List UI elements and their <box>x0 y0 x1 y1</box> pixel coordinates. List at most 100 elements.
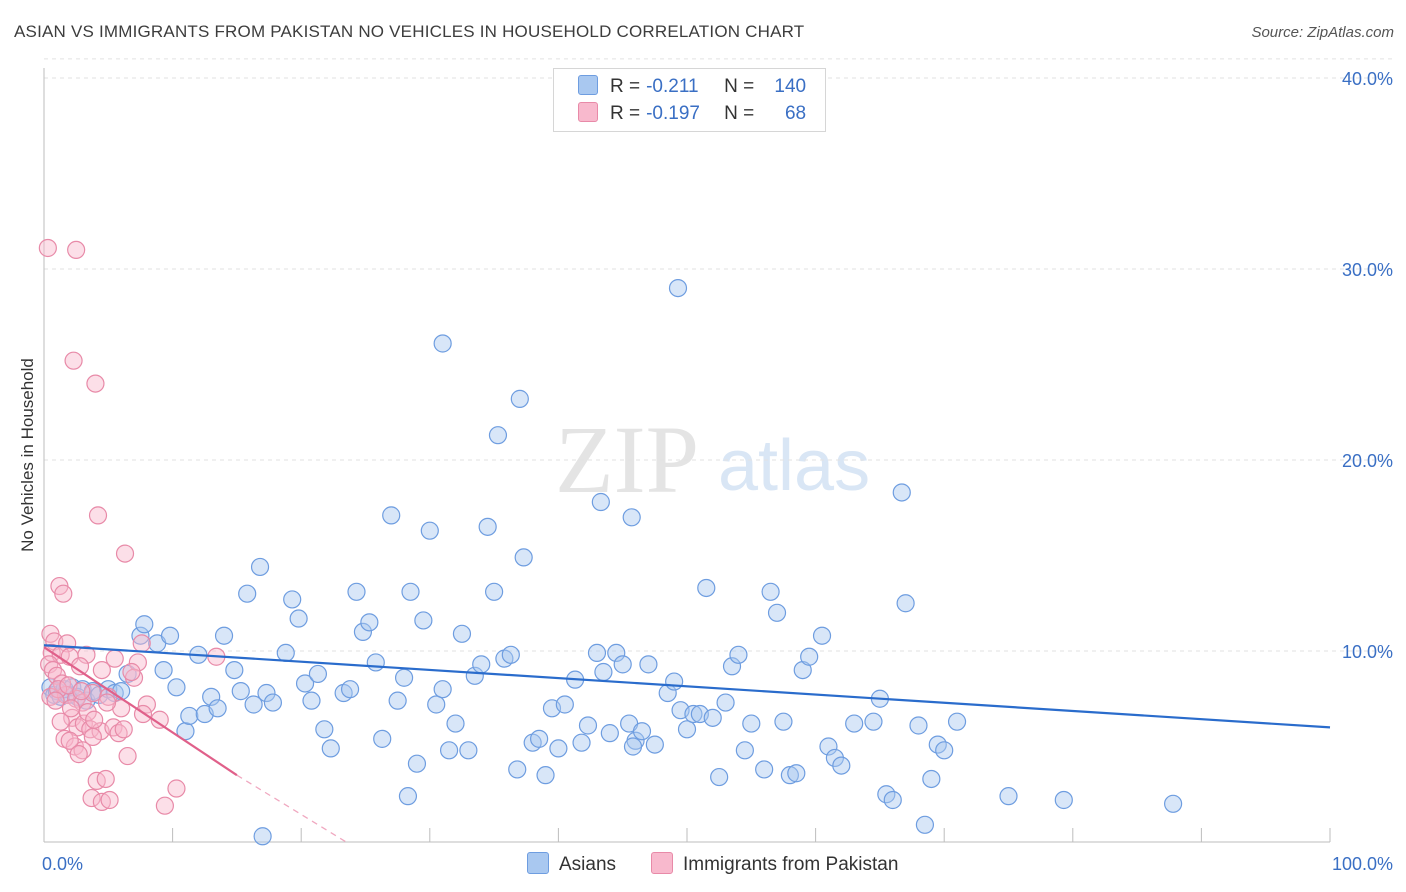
pakistan-point-64 <box>69 745 88 764</box>
asian-point-74 <box>536 766 555 785</box>
asian-point-123 <box>909 716 928 735</box>
asian-point-79 <box>572 733 591 752</box>
pakistan-point-0 <box>38 238 57 258</box>
asian-point-101 <box>722 657 742 676</box>
asian-point-117 <box>845 714 864 733</box>
asian-point-116 <box>832 756 851 775</box>
asian-point-50 <box>373 729 392 748</box>
asian-point-100 <box>716 693 735 712</box>
asian-point-82 <box>594 662 613 682</box>
asian-point-112 <box>800 647 819 666</box>
pakistan-point-62 <box>132 634 151 653</box>
y-tick-labels: 10.0% 20.0% 30.0% 40.0% <box>1342 69 1393 662</box>
asian-point-104 <box>742 714 761 733</box>
asian-point-11 <box>90 685 109 705</box>
asian-point-33 <box>250 557 270 577</box>
asian-point-115 <box>825 748 844 768</box>
asian-point-121 <box>883 790 902 810</box>
asian-point-65 <box>472 655 491 674</box>
pakistan-point-21 <box>105 649 124 668</box>
asian-point-37 <box>283 590 302 609</box>
pakistan-point-22 <box>128 653 147 672</box>
asian-point-26 <box>202 687 221 706</box>
legend-row-asians: R = -0.211 N = 140 <box>578 75 806 99</box>
y-tick-label-0: 10.0% <box>1342 642 1393 662</box>
pakistan-point-52 <box>155 796 174 815</box>
asian-point-122 <box>896 594 915 613</box>
asian-point-140 <box>1164 794 1183 813</box>
legend-n-label: N = <box>724 103 755 124</box>
asian-point-81 <box>587 643 607 663</box>
pakistan-point-60 <box>97 693 117 712</box>
asian-point-132 <box>510 389 529 408</box>
asian-point-40 <box>302 691 321 710</box>
trend-line-pakistan-extension <box>236 774 347 843</box>
correlation-legend: R = -0.211 N = 140 R = -0.197 N = 68 <box>553 68 826 132</box>
asian-point-105 <box>755 760 774 779</box>
legend-row-pakistan: R = -0.197 N = 68 <box>578 102 806 126</box>
asian-point-62 <box>452 624 472 643</box>
watermark-atlas: atlas <box>718 426 870 506</box>
pakistan-point-45 <box>60 731 79 750</box>
trend-line-pakistan <box>43 646 238 777</box>
bottom-swatch-pakistan <box>651 852 673 874</box>
asian-point-23 <box>180 706 199 726</box>
gridlines <box>44 58 1392 652</box>
pakistan-point-57 <box>46 691 65 710</box>
pakistan-point-5 <box>115 544 135 563</box>
asian-point-109 <box>780 766 799 785</box>
legend-n-value-asians: 140 <box>774 76 807 97</box>
asian-point-47 <box>353 622 373 642</box>
asian-point-130 <box>623 737 643 756</box>
y-tick-label-3: 40.0% <box>1342 69 1393 89</box>
asian-point-99 <box>710 767 729 787</box>
pakistan-point-29 <box>83 683 102 703</box>
asian-point-84 <box>607 643 626 663</box>
asian-point-139 <box>1054 790 1073 810</box>
asian-point-39 <box>295 674 315 693</box>
asian-point-28 <box>214 626 234 645</box>
asian-point-76 <box>549 739 568 758</box>
legend-n-value-pakistan: 68 <box>784 103 807 124</box>
asian-point-41 <box>308 664 328 684</box>
legend-swatch-pakistan <box>578 102 598 122</box>
bottom-legend-asians: Asians <box>527 852 616 876</box>
legend-r-value-asians: -0.211 <box>646 76 699 97</box>
asian-point-55 <box>407 754 427 773</box>
asian-point-102 <box>729 645 748 664</box>
asian-point-131 <box>488 426 508 445</box>
pakistan-point-33 <box>150 710 169 729</box>
pakistan-point-7 <box>54 584 73 603</box>
pakistan-point-59 <box>78 703 97 722</box>
watermark-zip: ZIP <box>555 406 699 513</box>
pakistan-point-46 <box>118 746 137 766</box>
asian-point-136 <box>622 508 641 527</box>
asian-point-16 <box>131 626 150 645</box>
pakistan-point-65 <box>85 710 104 729</box>
asian-point-103 <box>735 741 754 760</box>
asian-point-73 <box>530 729 549 748</box>
asian-point-69 <box>501 645 520 664</box>
asian-point-89 <box>639 655 658 674</box>
asian-point-19 <box>154 660 173 680</box>
asian-point-60 <box>439 741 459 760</box>
asian-point-85 <box>613 655 632 674</box>
asian-point-63 <box>459 741 478 760</box>
y-tick-label-2: 30.0% <box>1342 260 1393 280</box>
asian-point-46 <box>347 582 366 601</box>
asian-point-38 <box>289 609 308 628</box>
pakistan-point-49 <box>82 788 101 808</box>
asian-point-52 <box>388 691 407 710</box>
bottom-legend-pakistan-label: Immigrants from Pakistan <box>683 854 899 875</box>
asian-point-118 <box>864 712 883 731</box>
asian-point-36 <box>276 643 295 663</box>
asian-point-128 <box>253 827 272 846</box>
asian-point-126 <box>935 741 954 760</box>
asian-point-83 <box>600 724 619 743</box>
pakistan-point-56 <box>72 682 91 701</box>
asian-point-134 <box>668 279 688 298</box>
asian-point-113 <box>812 626 832 645</box>
asian-point-21 <box>167 678 186 697</box>
pakistan-point-67 <box>114 720 133 739</box>
